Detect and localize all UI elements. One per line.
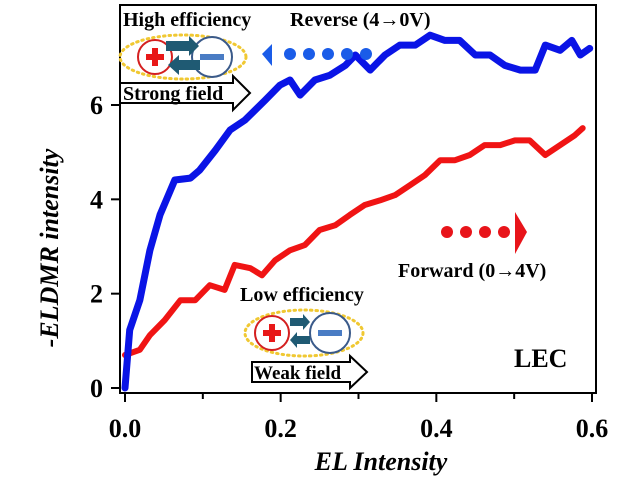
y-axis: 0 2 4 6 bbox=[90, 91, 120, 403]
high-efficiency-annotation: High efficiency Strong field bbox=[118, 9, 252, 113]
weak-field-label: Weak field bbox=[254, 363, 342, 384]
low-efficiency-annotation: Low efficiency Weak field bbox=[240, 284, 369, 391]
y-axis-title: -ELDMR intensity bbox=[35, 148, 64, 347]
forward-arrowhead-icon bbox=[515, 212, 527, 254]
strong-field-label: Strong field bbox=[123, 83, 223, 105]
x-tick-label: 0.0 bbox=[109, 414, 142, 443]
reverse-arrowhead-icon bbox=[262, 44, 272, 66]
y-tick-label: 0 bbox=[90, 374, 103, 403]
y-tick-label: 2 bbox=[90, 280, 103, 309]
high-efficiency-label: High efficiency bbox=[123, 9, 251, 31]
dotted-ring bbox=[243, 308, 365, 358]
arrow-right-icon bbox=[166, 36, 199, 56]
reverse-label: Reverse (4→0V) bbox=[290, 9, 431, 31]
low-efficiency-label: Low efficiency bbox=[240, 284, 364, 306]
x-tick-label: 0.2 bbox=[264, 414, 297, 443]
forward-label: Forward (0→4V) bbox=[398, 260, 546, 282]
x-axis-title: EL Intensity bbox=[314, 447, 448, 476]
sample-label: LEC bbox=[514, 344, 567, 373]
reverse-annotation: Reverse (4→0V) bbox=[262, 9, 431, 66]
arrow-left-icon bbox=[290, 332, 310, 348]
forward-annotation: Forward (0→4V) bbox=[398, 212, 546, 282]
strong-field-arrow bbox=[119, 73, 252, 113]
x-tick-label: 0.6 bbox=[576, 414, 609, 443]
series-forward-line bbox=[122, 125, 586, 358]
weak-field-arrow bbox=[251, 353, 369, 391]
series-reverse-line bbox=[121, 31, 594, 392]
y-tick-label: 6 bbox=[90, 91, 103, 120]
x-axis: 0.0 0.2 0.4 0.6 bbox=[109, 393, 609, 443]
arrow-right-icon bbox=[290, 314, 310, 330]
dotted-ring bbox=[118, 33, 248, 81]
y-tick-label: 4 bbox=[90, 185, 103, 214]
arrow-left-icon bbox=[168, 55, 200, 75]
x-tick-label: 0.4 bbox=[420, 414, 453, 443]
